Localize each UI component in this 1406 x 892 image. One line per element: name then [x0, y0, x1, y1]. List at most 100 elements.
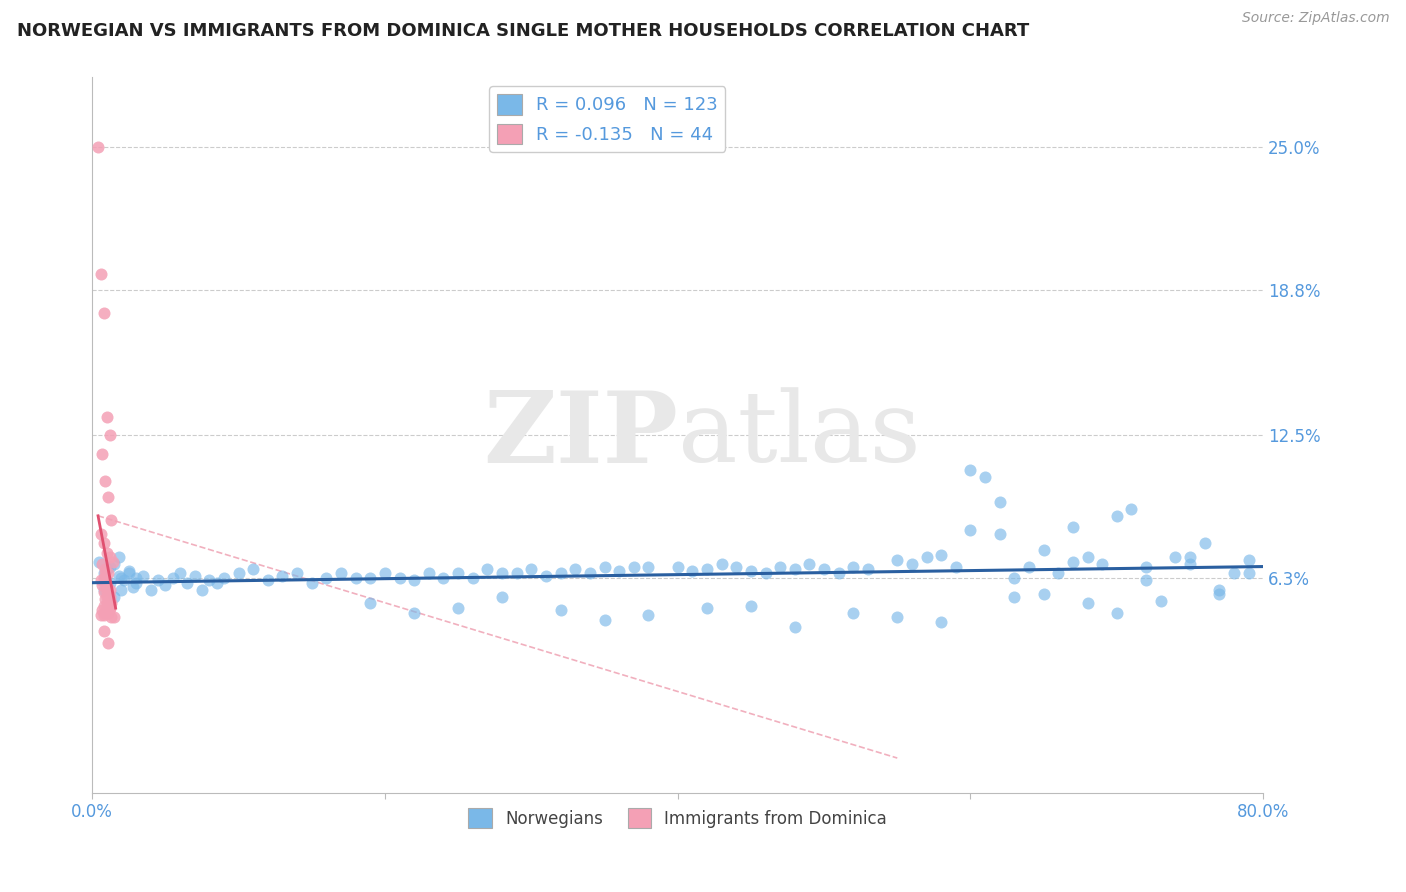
Point — [162, 571, 184, 585]
Point — [89, 555, 111, 569]
Point — [1237, 552, 1260, 566]
Point — [122, 580, 145, 594]
Point — [491, 566, 513, 581]
Point — [98, 559, 121, 574]
Point — [740, 599, 762, 613]
Point — [1018, 559, 1040, 574]
Point — [91, 603, 114, 617]
Point — [97, 566, 120, 581]
Point — [1178, 558, 1201, 572]
Point — [198, 574, 221, 588]
Point — [988, 495, 1011, 509]
Point — [623, 559, 645, 574]
Point — [534, 568, 557, 582]
Point — [176, 575, 198, 590]
Point — [90, 607, 112, 622]
Point — [96, 578, 118, 592]
Point — [418, 566, 440, 581]
Point — [901, 558, 924, 572]
Point — [1002, 590, 1025, 604]
Point — [929, 615, 952, 629]
Point — [94, 562, 117, 576]
Point — [90, 574, 112, 588]
Point — [96, 546, 118, 560]
Point — [93, 571, 115, 585]
Point — [564, 562, 586, 576]
Point — [842, 606, 865, 620]
Point — [98, 582, 121, 597]
Point — [374, 566, 396, 581]
Point — [359, 597, 381, 611]
Point — [112, 574, 135, 588]
Point — [98, 601, 121, 615]
Point — [96, 585, 118, 599]
Point — [1237, 566, 1260, 581]
Point — [769, 559, 792, 574]
Point — [191, 582, 214, 597]
Point — [301, 575, 323, 590]
Point — [593, 559, 616, 574]
Point — [132, 568, 155, 582]
Point — [315, 571, 337, 585]
Text: ZIP: ZIP — [482, 386, 678, 483]
Point — [491, 590, 513, 604]
Point — [842, 559, 865, 574]
Point — [101, 555, 124, 569]
Legend: Norwegians, Immigrants from Dominica: Norwegians, Immigrants from Dominica — [461, 802, 894, 834]
Point — [100, 610, 122, 624]
Point — [388, 571, 411, 585]
Point — [98, 428, 121, 442]
Point — [783, 562, 806, 576]
Point — [90, 267, 112, 281]
Point — [100, 513, 122, 527]
Point — [915, 550, 938, 565]
Point — [447, 601, 470, 615]
Point — [666, 559, 689, 574]
Point — [1032, 587, 1054, 601]
Point — [1062, 520, 1084, 534]
Point — [1208, 587, 1230, 601]
Point — [91, 578, 114, 592]
Point — [1105, 508, 1128, 523]
Point — [1077, 597, 1099, 611]
Point — [93, 599, 115, 613]
Point — [94, 575, 117, 590]
Point — [1062, 555, 1084, 569]
Point — [96, 562, 118, 576]
Point — [461, 571, 484, 585]
Point — [710, 558, 733, 572]
Point — [1135, 559, 1157, 574]
Point — [97, 636, 120, 650]
Point — [169, 566, 191, 581]
Point — [432, 571, 454, 585]
Point — [90, 527, 112, 541]
Point — [98, 590, 121, 604]
Point — [87, 139, 110, 153]
Point — [107, 568, 129, 582]
Point — [93, 566, 115, 581]
Point — [155, 578, 177, 592]
Point — [146, 574, 169, 588]
Point — [1178, 550, 1201, 565]
Point — [740, 564, 762, 578]
Point — [110, 571, 132, 585]
Point — [98, 575, 121, 590]
Point — [607, 564, 630, 578]
Point — [929, 548, 952, 562]
Point — [94, 591, 117, 606]
Point — [1135, 574, 1157, 588]
Point — [103, 558, 125, 572]
Point — [579, 566, 602, 581]
Point — [125, 575, 148, 590]
Point — [725, 559, 748, 574]
Point — [98, 550, 121, 565]
Point — [94, 474, 117, 488]
Point — [404, 574, 426, 588]
Point — [1223, 566, 1246, 581]
Point — [696, 562, 718, 576]
Point — [593, 613, 616, 627]
Point — [125, 571, 148, 585]
Point — [139, 582, 162, 597]
Point — [1150, 594, 1173, 608]
Point — [520, 562, 543, 576]
